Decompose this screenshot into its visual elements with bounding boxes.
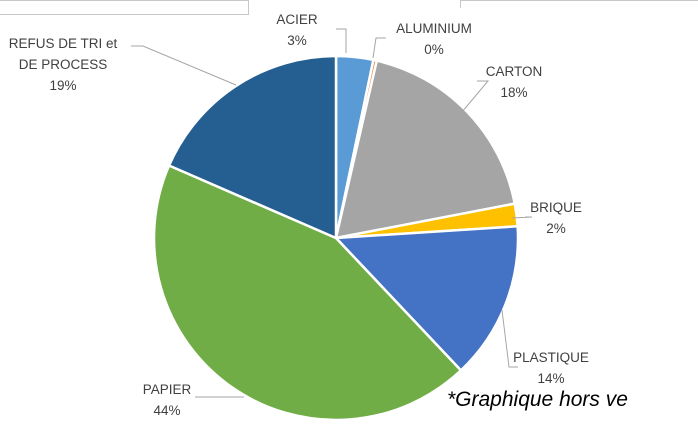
slice-label: ALUMINIUM 0% bbox=[396, 21, 472, 57]
slice-label: BRIQUE 2% bbox=[530, 200, 582, 236]
leader-line bbox=[336, 29, 346, 53]
slice-label: PLASTIQUE 14% bbox=[513, 350, 589, 386]
leader-line bbox=[462, 81, 488, 112]
slice-label: REFUS DE TRI et DE PROCESS 19% bbox=[9, 36, 118, 93]
slice-label: CARTON 18% bbox=[486, 64, 543, 100]
slice-label: PAPIER 44% bbox=[143, 382, 192, 418]
leader-line bbox=[373, 38, 386, 58]
slice-label: ACIER 3% bbox=[276, 12, 318, 48]
chart-footnote: *Graphique hors ve bbox=[447, 388, 628, 412]
leader-line bbox=[131, 46, 236, 85]
